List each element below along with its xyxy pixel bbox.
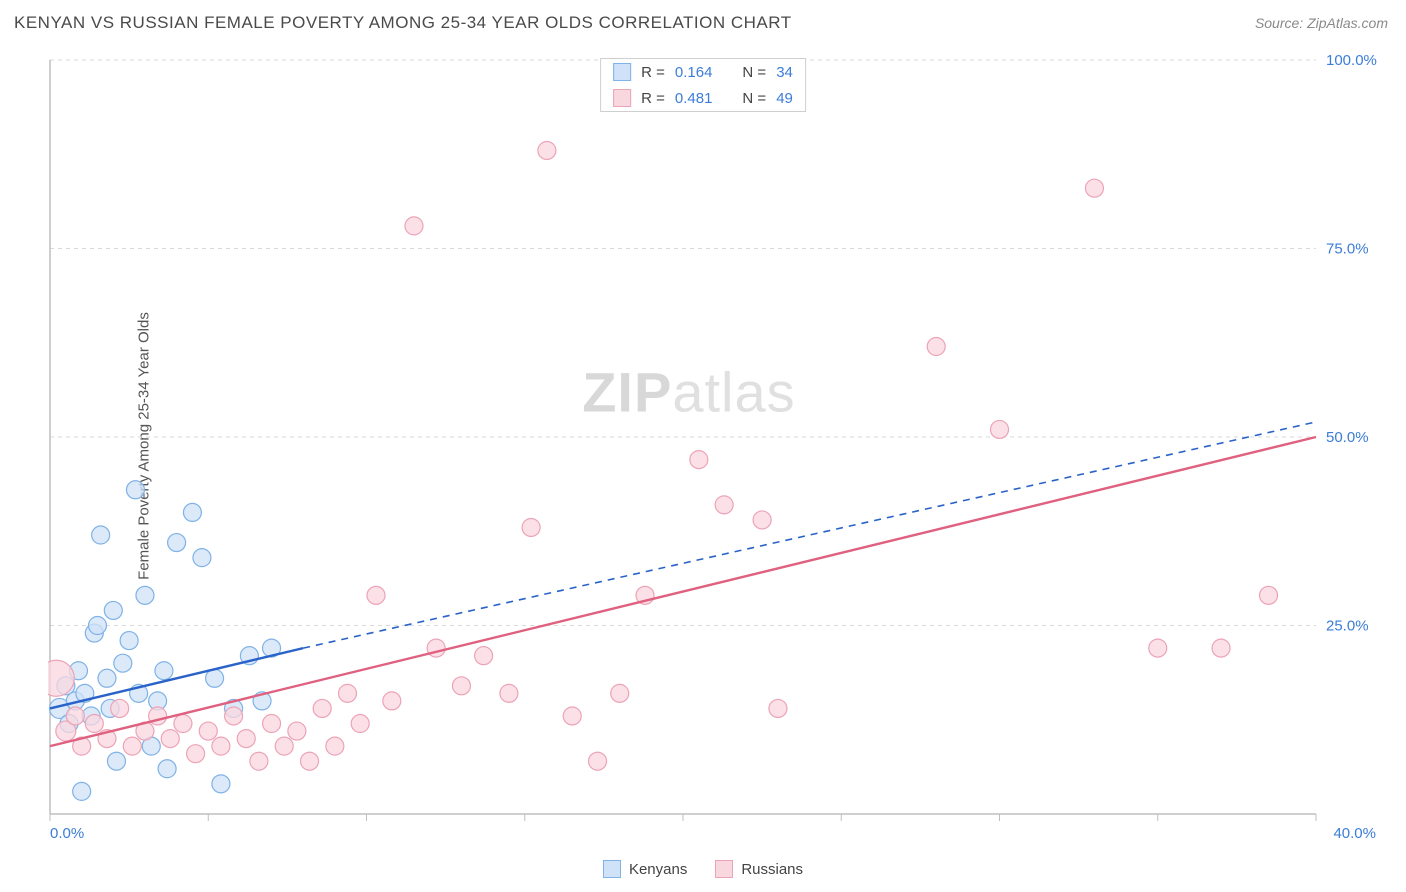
data-point-russians xyxy=(313,699,331,717)
n-value: 49 xyxy=(776,90,793,107)
data-point-russians xyxy=(538,141,556,159)
data-point-russians xyxy=(263,715,281,733)
data-point-russians xyxy=(405,217,423,235)
chart-title: KENYAN VS RUSSIAN FEMALE POVERTY AMONG 2… xyxy=(14,13,792,33)
legend-label: Russians xyxy=(741,861,803,878)
data-point-russians xyxy=(275,737,293,755)
data-point-kenyans xyxy=(136,586,154,604)
n-label: N = xyxy=(742,90,766,107)
data-point-kenyans xyxy=(107,752,125,770)
data-point-kenyans xyxy=(155,662,173,680)
data-point-kenyans xyxy=(183,503,201,521)
stat-row-russians: R = 0.481 N = 49 xyxy=(601,85,805,111)
correlation-stats-box: R = 0.164 N = 34 R = 0.481 N = 49 xyxy=(600,58,806,112)
data-point-kenyans xyxy=(114,654,132,672)
data-point-russians xyxy=(161,730,179,748)
data-point-russians xyxy=(250,752,268,770)
plot-area: 25.0% 50.0% 75.0% 100.0% 0.0% 40.0% xyxy=(48,54,1386,844)
data-point-russians xyxy=(500,684,518,702)
data-point-kenyans xyxy=(212,775,230,793)
data-point-russians xyxy=(611,684,629,702)
legend-swatch xyxy=(603,860,621,878)
data-point-russians xyxy=(753,511,771,529)
data-point-russians xyxy=(225,707,243,725)
data-point-russians xyxy=(383,692,401,710)
x-tick-label: 0.0% xyxy=(50,825,84,842)
data-point-kenyans xyxy=(88,617,106,635)
data-point-kenyans xyxy=(168,534,186,552)
data-point-russians xyxy=(174,715,192,733)
data-point-russians xyxy=(288,722,306,740)
data-point-russians xyxy=(339,684,357,702)
y-tick-label: 50.0% xyxy=(1326,429,1369,446)
data-point-russians xyxy=(1149,639,1167,657)
data-point-russians xyxy=(589,752,607,770)
data-point-russians xyxy=(1260,586,1278,604)
data-point-kenyans xyxy=(92,526,110,544)
legend-swatch xyxy=(613,89,631,107)
legend-swatch xyxy=(715,860,733,878)
x-tick-label: 40.0% xyxy=(1333,825,1376,842)
legend-swatch xyxy=(613,63,631,81)
data-point-russians xyxy=(212,737,230,755)
data-point-kenyans xyxy=(206,669,224,687)
n-label: N = xyxy=(742,64,766,81)
n-value: 34 xyxy=(776,64,793,81)
r-label: R = xyxy=(641,64,665,81)
chart-page: KENYAN VS RUSSIAN FEMALE POVERTY AMONG 2… xyxy=(0,0,1406,892)
data-point-russians xyxy=(452,677,470,695)
data-point-russians xyxy=(1212,639,1230,657)
y-tick-label: 25.0% xyxy=(1326,618,1369,635)
data-point-kenyans xyxy=(126,481,144,499)
y-tick-label: 100.0% xyxy=(1326,54,1377,69)
data-point-russians xyxy=(715,496,733,514)
data-point-kenyans xyxy=(104,601,122,619)
data-point-russians xyxy=(351,715,369,733)
r-value: 0.481 xyxy=(675,90,713,107)
data-point-russians xyxy=(367,586,385,604)
chart-header: KENYAN VS RUSSIAN FEMALE POVERTY AMONG 2… xyxy=(0,0,1406,46)
trend-line-russians xyxy=(50,437,1316,746)
data-point-russians xyxy=(991,420,1009,438)
series-legend: Kenyans Russians xyxy=(0,860,1406,878)
data-point-russians xyxy=(123,737,141,755)
legend-item-kenyans: Kenyans xyxy=(603,860,687,878)
data-point-russians xyxy=(199,722,217,740)
data-point-russians xyxy=(475,647,493,665)
legend-item-russians: Russians xyxy=(715,860,803,878)
r-value: 0.164 xyxy=(675,64,713,81)
data-point-kenyans xyxy=(98,669,116,687)
data-point-russians xyxy=(927,338,945,356)
data-point-kenyans xyxy=(193,549,211,567)
scatter-plot-svg: 25.0% 50.0% 75.0% 100.0% 0.0% 40.0% xyxy=(48,54,1386,844)
data-point-russians xyxy=(237,730,255,748)
data-point-russians xyxy=(111,699,129,717)
source-credit: Source: ZipAtlas.com xyxy=(1255,15,1388,31)
data-point-russians xyxy=(326,737,344,755)
data-point-russians xyxy=(85,715,103,733)
data-point-russians xyxy=(522,518,540,536)
data-point-kenyans xyxy=(120,632,138,650)
r-label: R = xyxy=(641,90,665,107)
legend-label: Kenyans xyxy=(629,861,687,878)
stat-row-kenyans: R = 0.164 N = 34 xyxy=(601,59,805,85)
data-point-russians xyxy=(66,707,84,725)
y-tick-label: 75.0% xyxy=(1326,241,1369,258)
data-point-russians xyxy=(301,752,319,770)
data-point-kenyans xyxy=(158,760,176,778)
data-point-russians xyxy=(769,699,787,717)
data-point-russians xyxy=(187,745,205,763)
data-point-russians xyxy=(690,451,708,469)
trend-line-dash-kenyans xyxy=(303,422,1316,648)
data-point-russians xyxy=(1085,179,1103,197)
data-point-russians xyxy=(563,707,581,725)
data-point-kenyans xyxy=(73,782,91,800)
